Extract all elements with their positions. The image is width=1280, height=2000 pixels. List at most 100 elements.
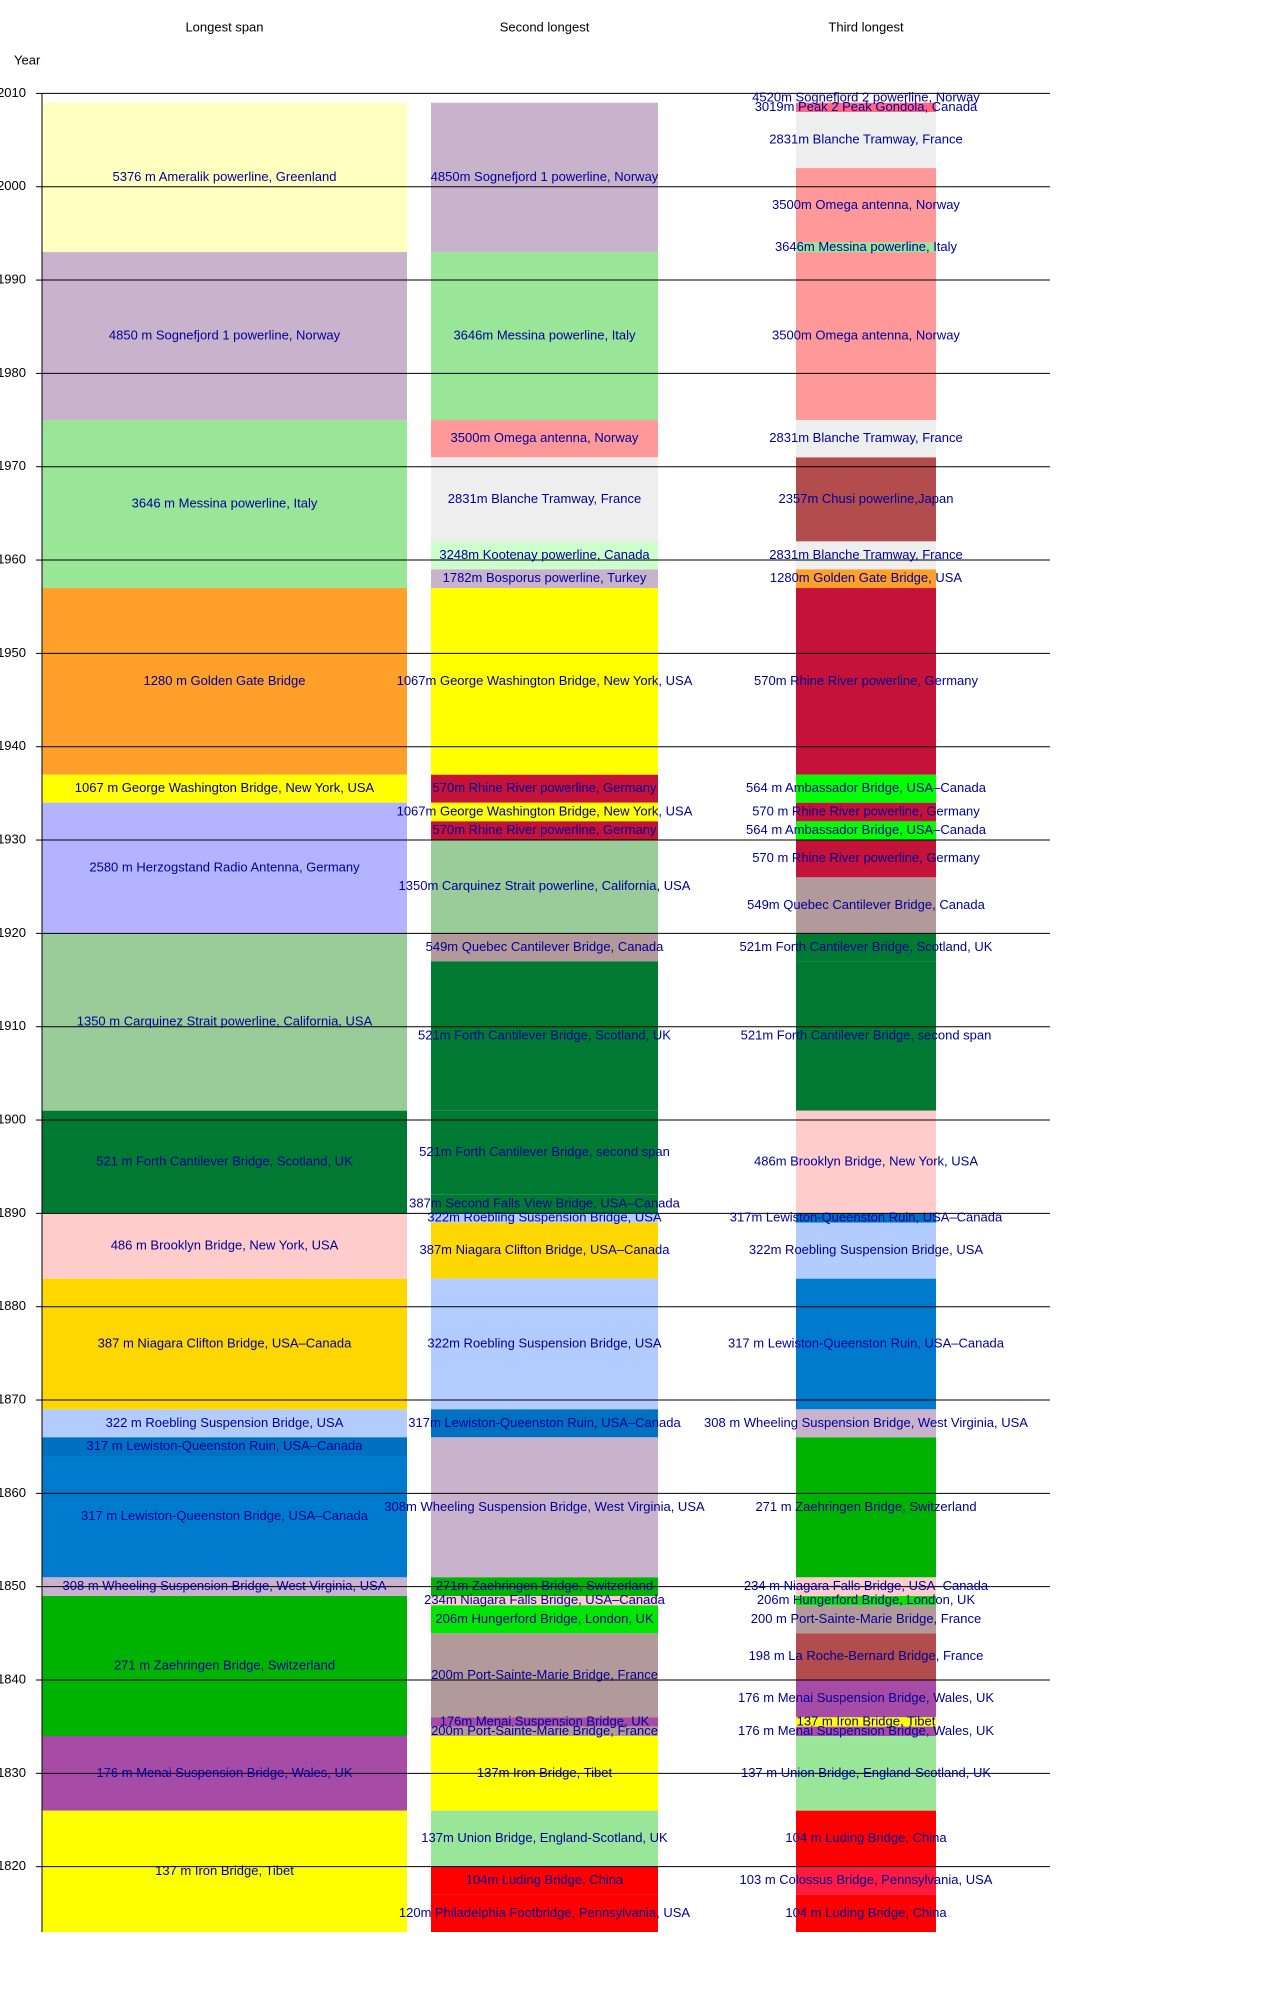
segment-label: 3646m Messina powerline, Italy <box>453 327 636 342</box>
segment-label: 1067m George Washington Bridge, New York… <box>397 673 693 688</box>
segment-label: 104 m Luding Bridge, China <box>785 1830 947 1845</box>
segment-label: 564 m Ambassador Bridge, USA–Canada <box>746 822 987 837</box>
y-tick-label: 1900 <box>0 1111 26 1126</box>
segment-label: 103 m Colossus Bridge, Pennsylvania, USA <box>740 1872 993 1887</box>
span-segment <box>796 1605 936 1634</box>
span-segment <box>796 1222 936 1279</box>
span-segment <box>431 457 658 542</box>
span-segment <box>431 102 658 253</box>
segment-label: 176 m Menai Suspension Bridge, Wales, UK <box>738 1723 994 1738</box>
span-segment <box>42 802 407 934</box>
segment-label: 1067 m George Washington Bridge, New Yor… <box>75 780 375 795</box>
segment-label: 176 m Menai Suspension Bridge, Wales, UK <box>96 1765 352 1780</box>
span-segment <box>796 1633 936 1681</box>
segment-label: 3248m Kootenay powerline, Canada <box>439 547 650 562</box>
segment-label: 1350m Carquinez Strait powerline, Califo… <box>399 878 691 893</box>
span-segment <box>431 1409 658 1438</box>
y-tick-label: 1820 <box>0 1858 26 1873</box>
segment-label: 137m Union Bridge, England-Scotland, UK <box>421 1830 668 1845</box>
segment-label: 570m Rhine River powerline, Germany <box>754 673 978 688</box>
segment-label: 570 m Rhine River powerline, Germany <box>752 850 980 865</box>
span-segment <box>431 1894 658 1932</box>
span-segment <box>796 1213 936 1223</box>
span-segment <box>431 1596 658 1606</box>
segment-label: 549m Quebec Cantilever Bridge, Canada <box>747 897 986 912</box>
segment-label: 322m Roebling Suspension Bridge, USA <box>427 1209 661 1224</box>
span-segment <box>431 1194 658 1214</box>
span-segment <box>796 933 936 962</box>
span-segment <box>431 1110 658 1195</box>
segment-label: 521m Forth Cantilever Bridge, second spa… <box>741 1027 992 1042</box>
segment-label: 206m Hungerford Bridge, London, UK <box>435 1611 654 1626</box>
span-segment <box>796 541 936 570</box>
segment-label: 2831m Blanche Tramway, France <box>769 547 962 562</box>
segment-label: 486m Brooklyn Bridge, New York, USA <box>754 1153 978 1168</box>
segment-label: 271m Zaehringen Bridge, Switzerland <box>436 1578 654 1593</box>
span-segment <box>796 1810 936 1867</box>
span-segment <box>42 1456 407 1578</box>
span-segment <box>431 933 658 962</box>
y-tick-label: 1910 <box>0 1018 26 1033</box>
y-tick-label: 1960 <box>0 551 26 566</box>
span-segment <box>796 242 936 253</box>
span-segment <box>796 774 936 803</box>
span-segment <box>431 1726 658 1737</box>
segment-label: 176 m Menai Suspension Bridge, Wales, UK <box>738 1690 994 1705</box>
segment-label: 3646 m Messina powerline, Italy <box>132 495 318 510</box>
y-tick-label: 1870 <box>0 1391 26 1406</box>
span-segment <box>796 112 936 169</box>
segment-label: 564 m Ambassador Bridge, USA–Canada <box>746 780 987 795</box>
span-segment <box>796 1278 936 1410</box>
segment-label: 206m Hungerford Bridge, London, UK <box>757 1592 976 1607</box>
segment-label: 322 m Roebling Suspension Bridge, USA <box>106 1415 344 1430</box>
segment-label: 2357m Chusi powerline,Japan <box>779 491 954 506</box>
segment-label: 2580 m Herzogstand Radio Antenna, German… <box>89 859 360 874</box>
y-tick-label: 1860 <box>0 1485 26 1500</box>
segment-label: 200m Port-Sainte-Marie Bridge, France <box>431 1667 658 1682</box>
segment-label: 387m Second Falls View Bridge, USA–Canad… <box>409 1195 681 1210</box>
column-title: Third longest <box>828 19 904 34</box>
segment-label: 521 m Forth Cantilever Bridge, Scotland,… <box>96 1153 353 1168</box>
span-segment <box>796 1437 936 1578</box>
y-tick-label: 1930 <box>0 831 26 846</box>
span-segment <box>42 1596 407 1737</box>
segment-label: 2831m Blanche Tramway, France <box>769 132 962 147</box>
segment-label: 549m Quebec Cantilever Bridge, Canada <box>426 939 665 954</box>
span-segment <box>42 1110 407 1214</box>
segment-label: 120m Philadelphia Footbridge, Pennsylvan… <box>399 1905 691 1920</box>
span-segment <box>42 933 407 1111</box>
segment-label: 137 m Union Bridge, England-Scotland, UK <box>741 1765 991 1780</box>
span-segment <box>42 1437 407 1457</box>
segment-label: 1067m George Washington Bridge, New York… <box>397 803 693 818</box>
span-segment <box>431 569 658 589</box>
segment-label: 486 m Brooklyn Bridge, New York, USA <box>111 1237 339 1252</box>
span-segment <box>431 840 658 934</box>
span-segment <box>431 1605 658 1634</box>
segment-label: 3500m Omega antenna, Norway <box>772 327 960 342</box>
segment-label: 521m Forth Cantilever Bridge, Scotland, … <box>740 939 993 954</box>
span-segment <box>42 1213 407 1279</box>
span-segment <box>42 774 407 803</box>
segment-label: 3500m Omega antenna, Norway <box>772 197 960 212</box>
span-segment <box>796 802 936 822</box>
segment-label: 234 m Niagara Falls Bridge, USA–Canada <box>744 1578 989 1593</box>
span-segment <box>431 774 658 803</box>
span-segment <box>796 1717 936 1727</box>
segment-label: 4850m Sognefjord 1 powerline, Norway <box>431 169 659 184</box>
segment-label: 4850 m Sognefjord 1 powerline, Norway <box>109 327 341 342</box>
segment-label: 317m Lewiston-Queenston Ruin, USA–Canada <box>730 1209 1003 1224</box>
span-segment <box>431 1278 658 1410</box>
span-segment <box>796 168 936 243</box>
segment-label: 308 m Wheeling Suspension Bridge, West V… <box>63 1578 387 1593</box>
segment-label: 2831m Blanche Tramway, France <box>448 491 641 506</box>
segment-label: 104 m Luding Bridge, China <box>785 1905 947 1920</box>
y-tick-label: 1990 <box>0 271 26 286</box>
segment-label: 198 m La Roche-Bernard Bridge, France <box>749 1648 984 1663</box>
segment-label: 137m Iron Bridge, Tibet <box>477 1765 613 1780</box>
span-segment <box>431 1866 658 1895</box>
segment-label: 322m Roebling Suspension Bridge, USA <box>749 1242 983 1257</box>
segment-label: 308 m Wheeling Suspension Bridge, West V… <box>704 1415 1028 1430</box>
y-tick-label: 1970 <box>0 458 26 473</box>
